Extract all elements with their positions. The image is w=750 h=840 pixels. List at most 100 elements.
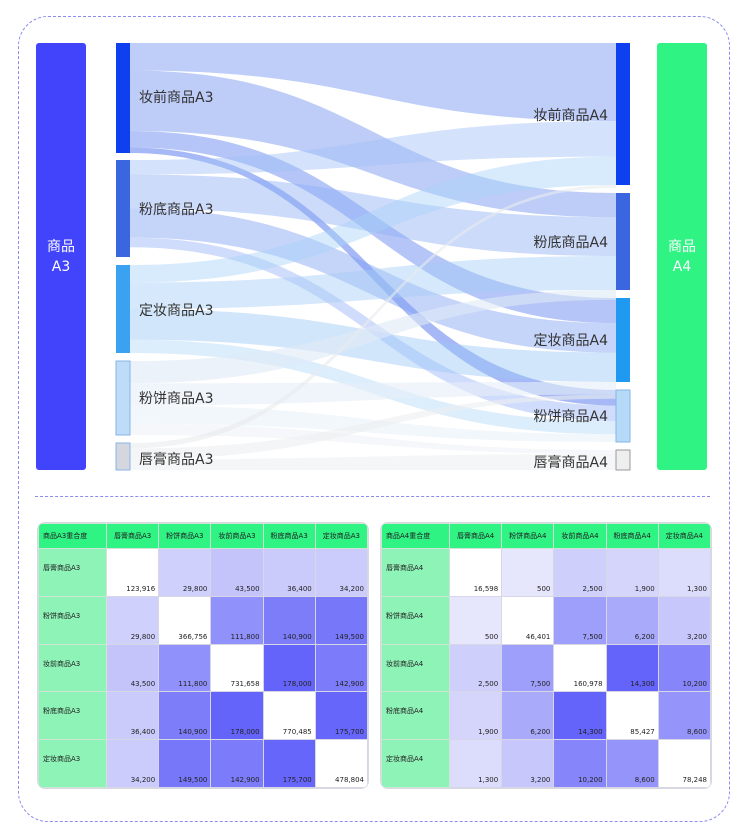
matrix-cell: 178,000 <box>210 691 264 741</box>
sankey-link <box>130 423 616 454</box>
matrix-cell: 78,248 <box>657 739 711 788</box>
matrix-cell: 85,427 <box>605 691 659 741</box>
matrix-row-header: 粉底商品A3 <box>38 691 107 741</box>
matrix-cell: 46,401 <box>501 595 555 645</box>
sankey-node-right <box>615 449 631 471</box>
matrix-cell: 16,598 <box>448 548 503 597</box>
node-label-left: 定妆商品A3 <box>139 303 214 319</box>
matrix-column-header: 妆前商品A4 <box>553 523 607 549</box>
sankey-link <box>130 256 616 309</box>
sankey-link <box>130 185 616 449</box>
sankey-link <box>130 70 616 218</box>
matrix-cell: 10,200 <box>657 643 711 693</box>
matrix-cell: 500 <box>501 548 555 597</box>
sankey-node-left <box>116 265 130 353</box>
matrix-cell: 34,200 <box>314 548 368 597</box>
sankey-link <box>130 147 616 406</box>
matrix-cell: 770,485 <box>262 691 316 741</box>
matrix-cell: 7,500 <box>501 643 555 693</box>
matrix-cell: 140,900 <box>158 691 212 741</box>
matrix-cell: 3,200 <box>501 739 555 788</box>
matrix-row-header: 唇膏商品A3 <box>38 548 107 597</box>
matrix-row-header: 妆前商品A4 <box>381 643 450 693</box>
matrix-cell: 6,200 <box>501 691 555 741</box>
matrix-cell: 1,300 <box>657 548 711 597</box>
sankey-link <box>130 131 616 324</box>
sankey-link <box>130 382 616 406</box>
matrix-cell: 366,756 <box>158 595 212 645</box>
matrix-cell: 142,900 <box>210 739 264 788</box>
matrix-cell: 500 <box>448 595 503 645</box>
sankey-node-right <box>616 298 630 382</box>
sankey-node-left <box>116 43 130 153</box>
sankey-link <box>130 290 616 384</box>
group-node-right: 商品 A4 <box>657 43 707 470</box>
matrix-cell: 36,400 <box>262 548 316 597</box>
matrix-row-header: 粉底商品A4 <box>381 691 450 741</box>
matrix-column-header: 唇膏商品A3 <box>105 523 160 549</box>
matrix-cell: 3,200 <box>657 595 711 645</box>
sankey-link <box>130 121 616 175</box>
matrix-cell: 2,500 <box>448 643 503 693</box>
matrix-cell: 178,000 <box>262 643 316 693</box>
matrix-cell: 1,300 <box>448 739 503 788</box>
matrix-cell: 29,800 <box>158 548 212 597</box>
matrix-corner-label: 商品A4重合度 <box>381 523 450 549</box>
overlap-matrix-a4: 商品A4重合度 唇膏商品A4 粉饼商品A4 妆前商品A4 粉底商品A4 定妆商品A4 唇膏商… <box>380 522 712 789</box>
matrix-corner-label: 商品A3重合度 <box>38 523 107 549</box>
sankey-node-left <box>115 442 131 471</box>
node-label-left: 唇膏商品A3 <box>139 452 214 468</box>
matrix-cell: 10,200 <box>553 739 607 788</box>
matrix-row-header: 妆前商品A3 <box>38 643 107 693</box>
matrix-cell: 6,200 <box>605 595 659 645</box>
node-label-right: 粉饼商品A4 <box>533 409 608 425</box>
matrix-cell: 29,800 <box>105 595 160 645</box>
sankey-link <box>130 43 616 122</box>
matrix-column-header: 粉饼商品A3 <box>158 523 212 549</box>
matrix-cell: 731,658 <box>210 643 264 693</box>
node-label-right: 粉底商品A4 <box>533 235 608 251</box>
sankey-link <box>130 394 616 460</box>
sankey-node-right <box>615 389 631 443</box>
matrix-row-header: 定妆商品A3 <box>38 739 107 788</box>
sankey-link <box>130 156 616 283</box>
matrix-cell: 149,500 <box>158 739 212 788</box>
sankey-node-right <box>616 43 630 185</box>
overlap-matrix-a3: 商品A3重合度 唇膏商品A3 粉饼商品A3 妆前商品A3 粉底商品A3 定妆商品A3 唇膏商… <box>37 522 369 789</box>
sankey-node-left <box>115 360 131 436</box>
matrix-row-header: 定妆商品A4 <box>381 739 450 788</box>
node-label-right: 定妆商品A4 <box>533 333 608 349</box>
matrix-column-header: 妆前商品A3 <box>210 523 264 549</box>
matrix-cell: 8,600 <box>605 739 659 788</box>
matrix-cell: 1,900 <box>605 548 659 597</box>
matrix-cell: 1,900 <box>448 691 503 741</box>
group-node-left: 商品 A3 <box>36 43 86 470</box>
matrix-row-header: 粉饼商品A3 <box>38 595 107 645</box>
sankey-chart <box>115 43 631 471</box>
sankey-link <box>130 174 616 257</box>
matrix-cell: 111,800 <box>210 595 264 645</box>
matrix-cell: 14,300 <box>553 691 607 741</box>
matrix-cell: 43,500 <box>210 548 264 597</box>
matrix-column-header: 粉底商品A3 <box>262 523 316 549</box>
matrix-cell: 140,900 <box>262 595 316 645</box>
matrix-cell: 36,400 <box>105 691 160 741</box>
sankey-node-left <box>116 160 130 257</box>
matrix-cell: 160,978 <box>553 643 607 693</box>
matrix-column-header: 定妆商品A3 <box>314 523 368 549</box>
sankey-node-right <box>616 193 630 290</box>
matrix-cell: 142,900 <box>314 643 368 693</box>
matrix-cell: 14,300 <box>605 643 659 693</box>
matrix-cell: 8,600 <box>657 691 711 741</box>
node-label-right: 唇膏商品A4 <box>533 455 608 471</box>
matrix-cell: 149,500 <box>314 595 368 645</box>
matrix-cell: 7,500 <box>553 595 607 645</box>
matrix-row-header: 唇膏商品A4 <box>381 548 450 597</box>
sankey-link <box>130 309 616 382</box>
matrix-cell: 43,500 <box>105 643 160 693</box>
matrix-cell: 175,700 <box>262 739 316 788</box>
sankey-link <box>130 454 616 470</box>
matrix-cell: 478,804 <box>314 739 368 788</box>
section-divider <box>35 496 710 497</box>
matrix-cell: 34,200 <box>105 739 160 788</box>
